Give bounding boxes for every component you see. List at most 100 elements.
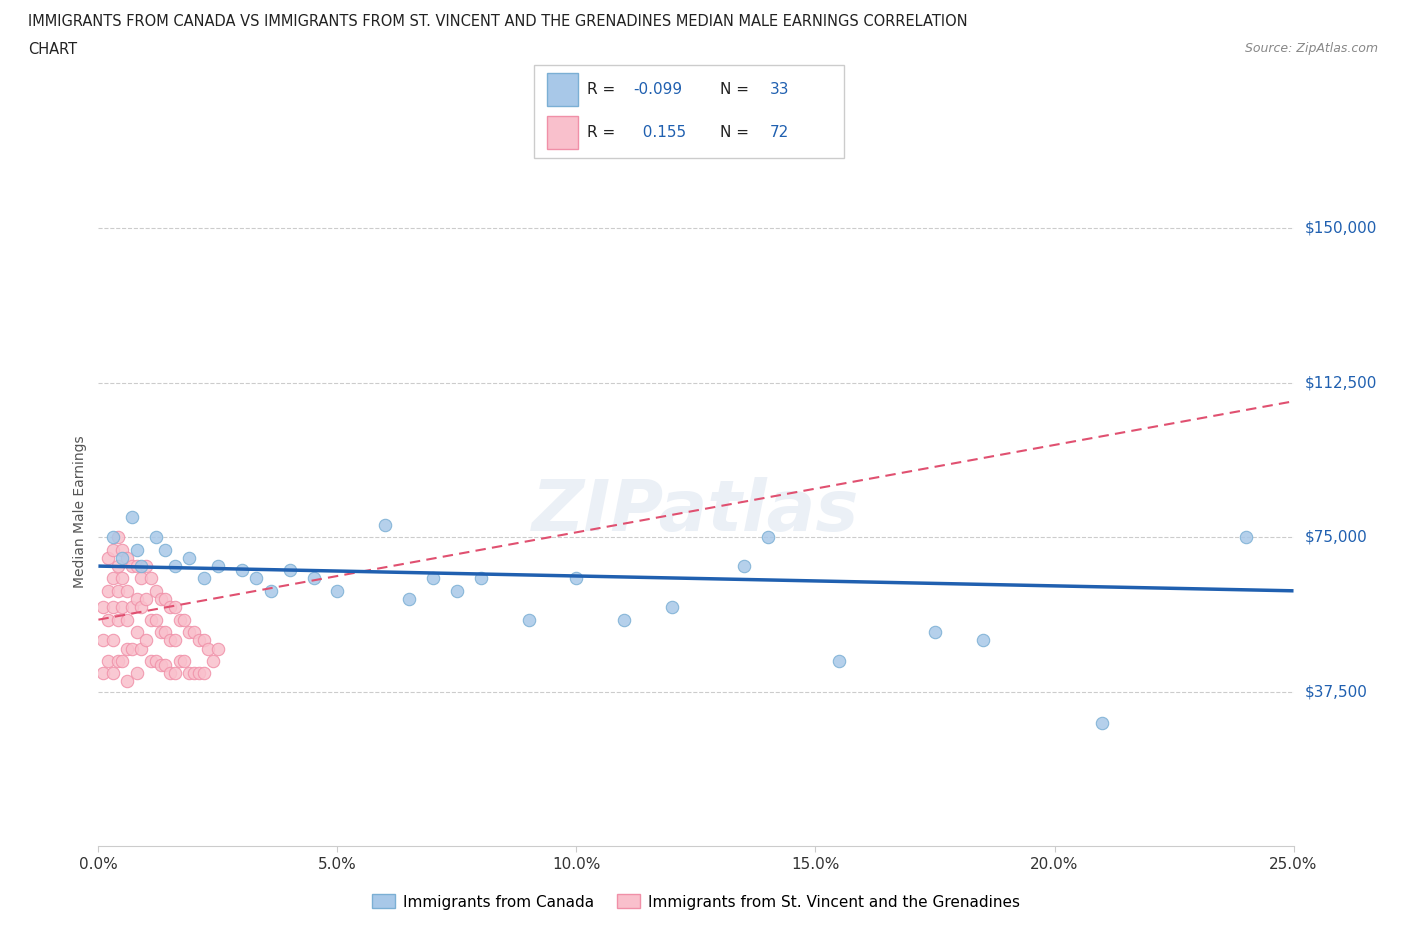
Point — [193, 571, 215, 586]
Point — [398, 591, 420, 606]
Point — [115, 583, 138, 598]
Point — [145, 612, 167, 627]
Text: N =: N = — [720, 82, 754, 98]
Point — [374, 517, 396, 532]
Point — [756, 530, 779, 545]
Point — [173, 612, 195, 627]
Point — [155, 542, 177, 557]
Point — [924, 625, 946, 640]
Point — [121, 559, 143, 574]
Text: $75,000: $75,000 — [1305, 530, 1368, 545]
Point — [179, 666, 201, 681]
Text: 0.155: 0.155 — [633, 125, 686, 140]
Point — [169, 612, 191, 627]
Text: CHART: CHART — [28, 42, 77, 57]
Text: 33: 33 — [769, 82, 789, 98]
Point — [173, 654, 195, 669]
Point — [111, 571, 134, 586]
Point — [107, 612, 129, 627]
Point — [149, 658, 172, 672]
Point — [135, 591, 157, 606]
Text: IMMIGRANTS FROM CANADA VS IMMIGRANTS FROM ST. VINCENT AND THE GRENADINES MEDIAN : IMMIGRANTS FROM CANADA VS IMMIGRANTS FRO… — [28, 14, 967, 29]
Point — [183, 666, 205, 681]
Point — [107, 530, 129, 545]
Point — [97, 654, 120, 669]
Point — [202, 654, 225, 669]
Point — [107, 654, 129, 669]
Point — [111, 542, 134, 557]
Point — [131, 571, 153, 586]
Point — [97, 612, 120, 627]
Point — [155, 658, 177, 672]
Point — [125, 666, 148, 681]
Point — [111, 654, 134, 669]
Point — [139, 612, 162, 627]
Point — [145, 583, 167, 598]
Point — [115, 641, 138, 656]
Point — [470, 571, 492, 586]
Point — [107, 559, 129, 574]
Point — [1234, 530, 1257, 545]
Point — [145, 654, 167, 669]
Point — [125, 542, 148, 557]
Point — [125, 559, 148, 574]
Text: R =: R = — [586, 125, 620, 140]
Legend: Immigrants from Canada, Immigrants from St. Vincent and the Grenadines: Immigrants from Canada, Immigrants from … — [367, 888, 1025, 916]
Point — [231, 563, 253, 578]
Point — [101, 571, 124, 586]
Point — [259, 583, 281, 598]
Point — [828, 654, 851, 669]
Point — [139, 571, 162, 586]
Text: $112,500: $112,500 — [1305, 375, 1376, 391]
Point — [187, 632, 209, 647]
Point — [97, 583, 120, 598]
Point — [163, 559, 186, 574]
Point — [131, 641, 153, 656]
Point — [155, 625, 177, 640]
Point — [187, 666, 209, 681]
Point — [125, 591, 148, 606]
Point — [135, 559, 157, 574]
Point — [613, 612, 636, 627]
Point — [207, 559, 229, 574]
Point — [179, 625, 201, 640]
Point — [111, 600, 134, 615]
Point — [101, 666, 124, 681]
Point — [101, 542, 124, 557]
Text: Source: ZipAtlas.com: Source: ZipAtlas.com — [1244, 42, 1378, 55]
Point — [733, 559, 755, 574]
Point — [193, 666, 215, 681]
Text: N =: N = — [720, 125, 754, 140]
Y-axis label: Median Male Earnings: Median Male Earnings — [73, 435, 87, 588]
Point — [121, 641, 143, 656]
Point — [183, 625, 205, 640]
Point — [139, 654, 162, 669]
Text: R =: R = — [586, 82, 620, 98]
Point — [149, 591, 172, 606]
Point — [972, 632, 994, 647]
Point — [101, 632, 124, 647]
Point — [163, 632, 186, 647]
Point — [179, 551, 201, 565]
Point — [326, 583, 349, 598]
Point — [97, 551, 120, 565]
Point — [131, 600, 153, 615]
Text: -0.099: -0.099 — [633, 82, 682, 98]
Point — [163, 600, 186, 615]
Point — [302, 571, 325, 586]
Text: 72: 72 — [769, 125, 789, 140]
Point — [169, 654, 191, 669]
Point — [159, 632, 181, 647]
Point — [91, 666, 114, 681]
Point — [245, 571, 267, 586]
Point — [661, 600, 683, 615]
Point — [422, 571, 444, 586]
Point — [159, 600, 181, 615]
Point — [121, 600, 143, 615]
Point — [517, 612, 540, 627]
Point — [145, 530, 167, 545]
Point — [91, 600, 114, 615]
Point — [163, 666, 186, 681]
Text: ZIPatlas: ZIPatlas — [533, 477, 859, 546]
Point — [446, 583, 468, 598]
